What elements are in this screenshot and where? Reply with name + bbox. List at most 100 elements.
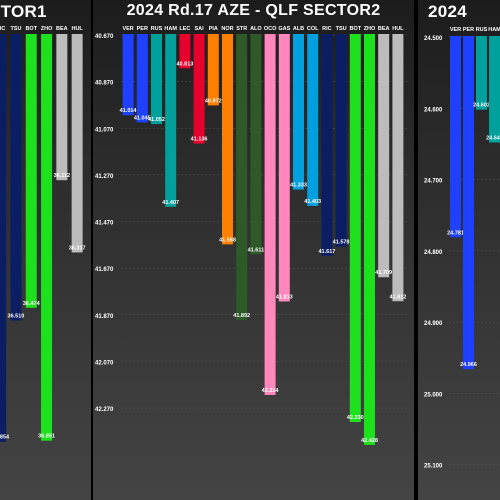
sector2-value-label: 41.812 (389, 294, 406, 300)
sector2-bar-ham (165, 34, 177, 207)
sector2-value-label: 41.136 (191, 137, 208, 143)
sector2-bar-col (307, 34, 319, 206)
sector2-category-label: TSU (336, 26, 347, 32)
sector2-value-label: 41.578 (333, 240, 350, 246)
sector2-value-label: 42.428 (361, 438, 378, 444)
sector2-category-label: ALB (293, 26, 304, 32)
sector3-y-tick-label: 25.000 (424, 392, 443, 398)
sector1-bar-zho (41, 34, 53, 441)
sector2-panel: 2024 Rd.17 AZE - QLF SECTOR2 40.670 40.87… (93, 0, 414, 500)
sector1-bar-hul (71, 34, 83, 253)
sector2-value-label: 41.045 (134, 115, 151, 121)
sector2-y-tick-label: 42.070 (95, 360, 114, 366)
sector2-bar-ric (321, 34, 333, 256)
sector2-y-tick-label: 41.270 (95, 174, 114, 180)
sector2-y-tick-label: 40.870 (95, 81, 114, 87)
sector2-bar-pia (207, 34, 219, 106)
sector2-title: 2024 Rd.17 AZE - QLF SECTOR2 (126, 2, 381, 19)
sector3-category-label: RUS (476, 27, 488, 33)
sector1-bar-tsu (10, 34, 22, 321)
sector2-y-tick-label: 41.670 (95, 267, 114, 273)
sector2-bar-ver (122, 34, 134, 116)
sector2-category-label: ZHO (364, 26, 376, 32)
sector1-category-label: HUL (71, 26, 83, 32)
sector3-y-tick-label: 24.800 (424, 250, 443, 256)
sector1-category-label: ZHO (41, 26, 53, 32)
sector2-category-label: STR (236, 26, 247, 32)
sector2-bar-bot (349, 34, 361, 423)
sector1-value-label: 36.317 (69, 245, 86, 251)
sector2-bar-nor (222, 34, 233, 245)
sector2-category-label: LEC (179, 26, 190, 32)
sector2-value-label: 42.330 (347, 415, 364, 421)
sector3-category-label: HAM (488, 27, 500, 33)
sector3-value-label: 24.781 (447, 230, 464, 236)
sector2-y-tick-label: 42.270 (95, 407, 114, 413)
sector2-category-label: RUS (151, 26, 163, 32)
sector2-y-tick-label: 41.470 (95, 221, 114, 227)
sector3-y-tick-label: 24.600 (424, 107, 443, 113)
sector2-category-label: PIA (209, 26, 218, 32)
sector2-value-label: 41.403 (304, 199, 321, 205)
sector2-category-label: COL (307, 26, 319, 32)
sector3-y-tick-label: 24.900 (424, 321, 443, 327)
sector3-title: 2024 (428, 2, 468, 21)
sector2-category-label: BEA (378, 26, 390, 32)
sector2-bar-lec (179, 34, 191, 69)
sector1-title: CTOR1 (0, 2, 47, 21)
sector2-value-label: 41.568 (219, 237, 236, 243)
sector1-category-label: RIC (0, 26, 5, 32)
sector3-y-tick-label: 24.700 (424, 179, 443, 185)
sector1-category-label: BOT (25, 26, 37, 32)
sector3-bar-per (463, 36, 474, 370)
sector3-category-label: VER (450, 27, 461, 33)
sector2-category-label: RIC (322, 26, 332, 32)
sector1-chart: RIC 36.854 TSU 36.510 BOT 36.474 ZHO 36.851 BEA 3… (0, 26, 86, 442)
sector2-category-label: NOR (221, 26, 233, 32)
sector2-category-label: HAM (164, 26, 177, 32)
sector2-category-label: HUL (392, 26, 404, 32)
sector3-panel: 2024 24.500 24.600 24.700 24.800 24.900 25.00… (418, 0, 500, 500)
sector2-category-label: ALO (250, 26, 262, 32)
sector2-category-label: PER (137, 26, 148, 32)
sector3-value-label: 24.966 (460, 362, 477, 368)
sector3-category-label: PER (463, 27, 474, 33)
sector1-value-label: 36.112 (54, 173, 71, 179)
sector3-value-label: 24.648 (486, 136, 500, 142)
sector3-chart: 24.500 24.600 24.700 24.800 24.900 25.000 25.1… (424, 27, 500, 470)
sector2-bar-oco (264, 34, 276, 395)
sector1-value-label: 36.510 (8, 313, 25, 319)
sector2-bar-tsu (335, 34, 347, 247)
sector2-value-label: 41.611 (248, 247, 265, 253)
sector2-value-label: 40.813 (176, 61, 193, 67)
sector2-bar-alb (293, 34, 304, 190)
sector2-category-label: SAI (195, 26, 205, 32)
sector3-value-label: 24.602 (473, 103, 490, 109)
sector1-value-label: 36.854 (0, 435, 10, 441)
sector1-panel: CTOR1 RIC 36.854 TSU 36.510 BOT 36.474 ZHO 36.8… (0, 0, 91, 500)
sector1-bar-bea (56, 34, 68, 181)
sector2-bar-per (136, 34, 148, 123)
sector2-value-label: 41.333 (290, 183, 307, 189)
sector2-value-label: 41.617 (318, 249, 335, 255)
sector2-bar-sai (193, 34, 205, 144)
sector1-category-label: BEA (56, 26, 68, 32)
sector2-y-tick-label: 41.870 (95, 314, 114, 320)
sector1-bar-bot (25, 34, 37, 308)
sector2-bar-hul (392, 34, 404, 302)
sector2-bar-alo (250, 34, 262, 255)
sector2-category-label: GAS (278, 26, 290, 32)
sector2-category-label: VER (122, 26, 133, 32)
sector3-bar-rus (476, 36, 487, 110)
sector2-value-label: 40.972 (205, 98, 222, 104)
sector2-value-label: 41.813 (276, 294, 293, 300)
sector2-chart: 40.670 40.870 41.070 41.270 41.470 41.670 41.8… (95, 26, 408, 445)
sector1-value-label: 36.851 (38, 434, 55, 440)
sector2-bar-gas (278, 34, 290, 302)
sector1-bar-ric (0, 34, 7, 442)
sector2-category-label: OCO (264, 26, 277, 32)
sector2-value-label: 41.892 (233, 313, 250, 319)
sector2-value-label: 41.052 (148, 117, 165, 123)
sector3-y-tick-label: 24.500 (424, 36, 443, 42)
